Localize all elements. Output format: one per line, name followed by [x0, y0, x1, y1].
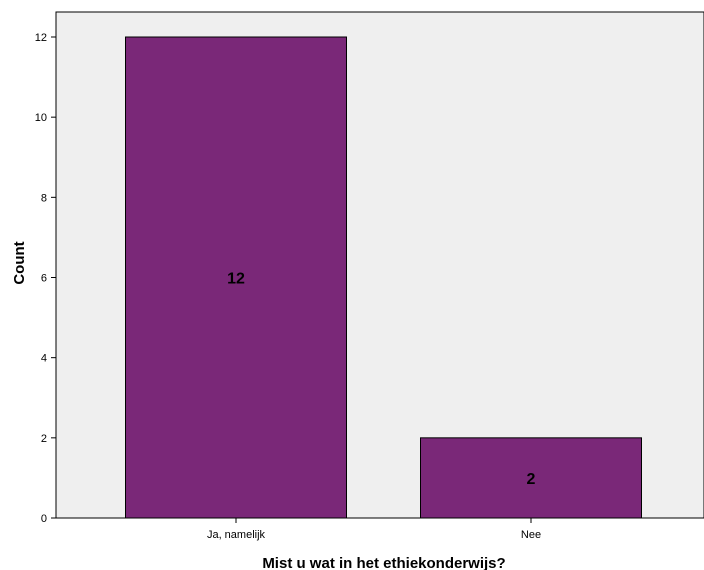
x-axis-title: Mist u wat in het ethiekonderwijs? — [262, 555, 505, 570]
y-tick-label: 0 — [41, 513, 47, 525]
bar-data-label: 12 — [227, 271, 245, 288]
x-tick-label: Nee — [521, 529, 541, 541]
y-tick-label: 8 — [41, 192, 47, 204]
x-tick-label: Ja, namelijk — [207, 529, 266, 541]
x-axis: Ja, namelijk Nee — [207, 518, 541, 541]
y-tick-label: 10 — [35, 112, 47, 124]
y-tick-label: 4 — [41, 353, 47, 365]
y-axis-title: Count — [11, 241, 28, 284]
bar-data-label: 2 — [527, 471, 536, 488]
bar-2 — [420, 437, 642, 519]
y-axis: 0 2 4 6 8 10 12 — [35, 32, 56, 525]
bar-1 — [125, 36, 347, 519]
y-tick-label: 2 — [41, 433, 47, 445]
bars: 12 2 — [125, 36, 642, 519]
y-tick-label: 6 — [41, 273, 47, 285]
y-tick-label: 12 — [35, 32, 47, 44]
